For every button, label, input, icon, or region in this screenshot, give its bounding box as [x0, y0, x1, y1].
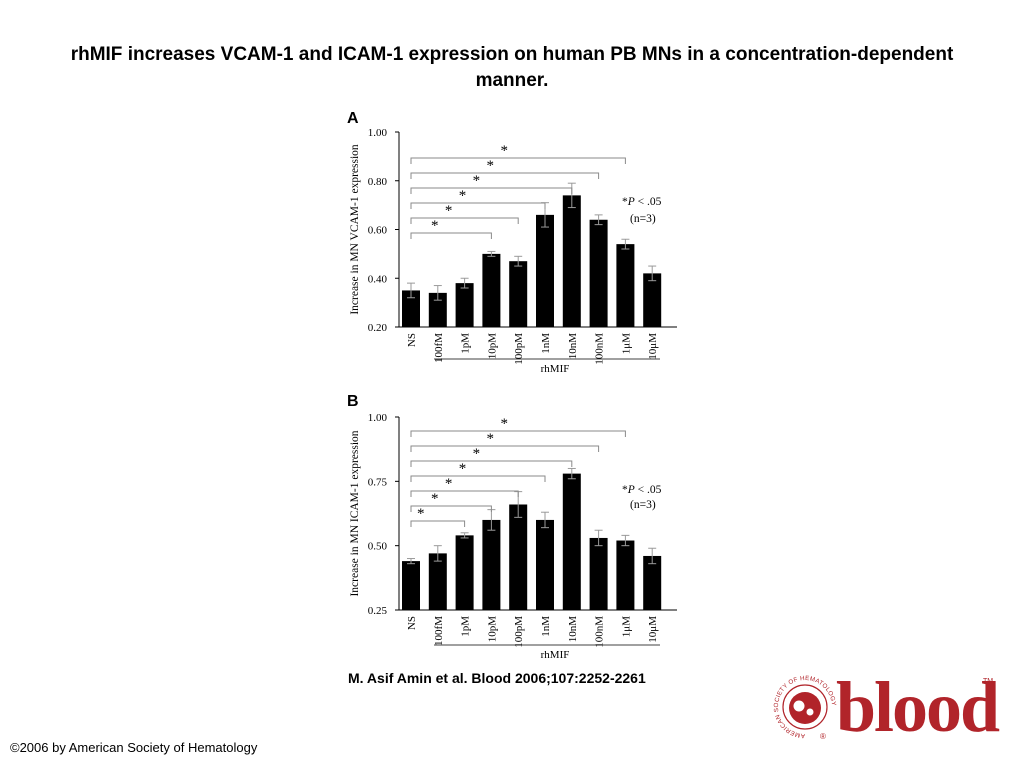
significance-star: * — [473, 446, 481, 462]
x-axis-label: rhMIF — [541, 363, 570, 375]
significance-bracket — [410, 157, 626, 164]
bar — [589, 537, 608, 610]
x-axis-label: rhMIF — [541, 649, 570, 661]
y-tick-label: 0.40 — [368, 273, 388, 285]
hematology-seal-icon: AMERICAN SOCIETY OF HEMATOLOGY — [773, 675, 837, 739]
significance-bracket — [410, 217, 519, 224]
x-tick-label: 10μM — [647, 333, 659, 360]
significance-star: * — [431, 218, 439, 234]
bar — [455, 535, 474, 610]
registered-mark: ® — [820, 732, 826, 741]
y-tick-label: 0.80 — [368, 176, 388, 188]
copyright-notice: ©2006 by American Society of Hematology — [10, 740, 258, 755]
significance-bracket — [410, 490, 519, 497]
x-tick-label: 1nM — [540, 616, 552, 637]
bar — [509, 261, 528, 327]
significance-bracket — [410, 520, 466, 527]
significance-star: * — [459, 461, 467, 477]
significance-bracket — [410, 505, 492, 512]
y-tick-label: 0.75 — [368, 476, 388, 488]
citation: M. Asif Amin et al. Blood 2006;107:2252-… — [348, 670, 646, 686]
panel-letter: A — [347, 110, 359, 127]
y-tick-label: 0.50 — [368, 541, 388, 553]
x-tick-label: 100nM — [594, 616, 606, 648]
significance-bracket — [410, 445, 600, 452]
significance-bracket — [410, 232, 492, 239]
x-tick-label: 10μM — [647, 616, 659, 643]
y-tick-label: 1.00 — [368, 127, 388, 139]
bar — [643, 555, 662, 610]
y-tick-label: 0.20 — [368, 322, 388, 334]
significance-bracket — [410, 460, 573, 467]
x-tick-label: 10nM — [567, 616, 579, 643]
x-tick-label: 10nM — [567, 333, 579, 360]
bar — [482, 519, 501, 610]
significance-bracket — [410, 187, 573, 194]
significance-bracket — [410, 475, 546, 482]
significance-bracket — [410, 202, 546, 209]
significance-star: * — [445, 476, 453, 492]
significance-star: * — [417, 506, 425, 522]
y-axis-label: Increase in MN ICAM-1 expression — [349, 430, 361, 596]
y-tick-label: 1.00 — [368, 412, 388, 424]
x-tick-label: NS — [406, 333, 418, 347]
y-tick-label: 0.60 — [368, 225, 388, 237]
bar — [455, 283, 474, 327]
significance-star: * — [500, 143, 508, 159]
bar — [428, 292, 447, 327]
panel-letter: B — [347, 393, 359, 410]
x-tick-label: 100fM — [433, 333, 445, 363]
x-tick-label: 100pM — [513, 616, 525, 648]
significance-bracket — [410, 430, 626, 437]
bar — [536, 214, 554, 327]
bar — [616, 244, 635, 327]
y-axis-label: Increase in MN VCAM-1 expression — [349, 144, 361, 315]
x-tick-label: 1μM — [620, 333, 632, 354]
significance-star: * — [487, 158, 495, 174]
bar — [536, 519, 554, 610]
significance-bracket — [410, 172, 600, 179]
bar — [402, 561, 420, 610]
bar — [562, 195, 581, 327]
bar — [428, 553, 447, 610]
bar — [509, 504, 528, 610]
x-tick-label: NS — [406, 616, 418, 630]
p-value-note: *P < .05 — [622, 196, 662, 208]
x-tick-label: 10pM — [486, 616, 498, 643]
x-tick-label: 1pM — [460, 616, 472, 637]
significance-star: * — [431, 491, 439, 507]
chart-panel-a: A 0.20 0.40 0.60 0.80 1.00 Increase in MN VCAM… — [347, 110, 677, 375]
bar — [589, 219, 608, 327]
bar — [402, 290, 420, 327]
chart-panel-b: B 0.25 0.50 0.75 1.00 Increase in MN ICAM-1 e… — [347, 393, 677, 661]
x-tick-label: 100pM — [513, 333, 525, 365]
bar — [482, 253, 501, 327]
p-value-note: *P < .05 — [622, 484, 662, 496]
slide-title: rhMIF increases VCAM-1 and ICAM-1 expres… — [70, 44, 954, 91]
bar — [562, 473, 581, 610]
significance-star: * — [445, 203, 453, 219]
blood-journal-logo: AMERICAN SOCIETY OF HEMATOLOGY blood TM … — [770, 667, 1000, 752]
bar — [616, 540, 635, 610]
significance-star: * — [487, 431, 495, 447]
significance-star: * — [473, 173, 481, 189]
logo-wordmark: blood — [836, 667, 1000, 747]
x-tick-label: 1pM — [460, 333, 472, 354]
bar — [643, 273, 662, 327]
sample-size-note: (n=3) — [630, 499, 656, 511]
significance-star: * — [459, 188, 467, 204]
x-tick-label: 100fM — [433, 616, 445, 646]
trademark-mark: TM — [983, 678, 994, 685]
x-tick-label: 100nM — [594, 333, 606, 365]
x-tick-label: 1μM — [620, 616, 632, 637]
x-tick-label: 10pM — [486, 333, 498, 360]
y-tick-label: 0.25 — [368, 605, 388, 617]
x-tick-label: 1nM — [540, 333, 552, 354]
significance-star: * — [500, 416, 508, 432]
sample-size-note: (n=3) — [630, 213, 656, 225]
